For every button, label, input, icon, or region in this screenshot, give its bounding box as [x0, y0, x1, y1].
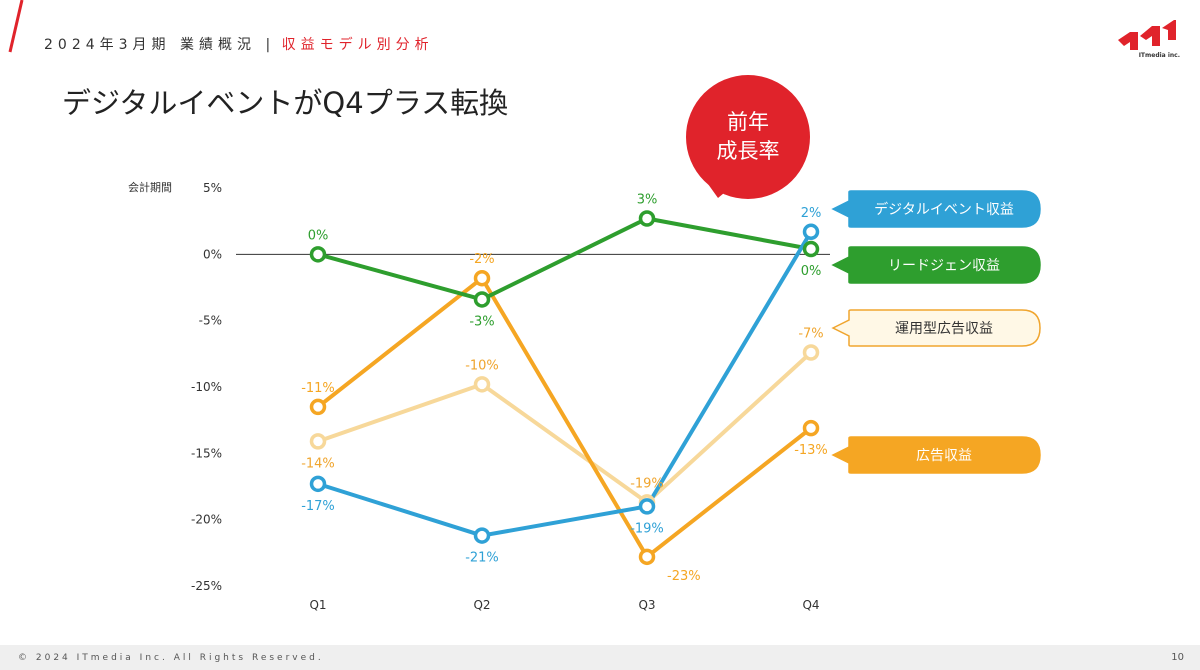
- data-label: -19%: [630, 476, 664, 491]
- legend-label: 運用型広告収益: [895, 321, 993, 337]
- y-tick-label: -15%: [191, 446, 222, 460]
- y-tick-label: -10%: [191, 380, 222, 394]
- legend-tag: [831, 190, 1041, 228]
- legend-label: デジタルイベント収益: [874, 201, 1014, 218]
- data-label: -10%: [465, 358, 499, 373]
- breadcrumb-separator: |: [265, 37, 273, 53]
- bubble-line2: 成長率: [717, 139, 780, 163]
- corner-accent-stripe: [8, 0, 24, 53]
- y-tick-label: -20%: [191, 513, 222, 527]
- breadcrumb-sub: 収益モデル別分析: [281, 37, 434, 53]
- legend-tag: [831, 309, 1041, 347]
- data-label: 2%: [801, 206, 822, 221]
- data-point: [802, 223, 820, 241]
- data-point: [638, 498, 656, 515]
- data-point: [473, 291, 491, 308]
- x-tick-label: Q3: [638, 598, 655, 612]
- data-label: -2%: [469, 252, 494, 267]
- data-label: 0%: [308, 228, 329, 243]
- data-label: 3%: [637, 193, 658, 208]
- data-label: -3%: [469, 314, 494, 329]
- page-number: 10: [1171, 652, 1184, 663]
- data-point: [638, 548, 656, 566]
- footer: © 2024 ITmedia Inc. All Rights Reserved.…: [0, 645, 1200, 670]
- copyright-text: © 2024 ITmedia Inc. All Rights Reserved.: [18, 653, 324, 663]
- y-tick-label: 5%: [203, 181, 222, 195]
- data-point: [309, 246, 327, 263]
- x-tick-label: Q1: [309, 598, 326, 612]
- breadcrumb: 2024年3月期 業績概況 | 収益モデル別分析: [44, 34, 434, 54]
- data-label: 0%: [801, 264, 822, 279]
- data-point: [802, 419, 820, 437]
- logo-text: ITmedia inc.: [1138, 52, 1180, 59]
- data-point: [473, 376, 491, 393]
- page-title: デジタルイベントがQ4プラス転換: [62, 86, 509, 120]
- data-label: -13%: [794, 443, 828, 458]
- data-point: [473, 269, 491, 287]
- data-label: -7%: [798, 327, 823, 342]
- x-tick-label: Q4: [802, 598, 819, 612]
- data-point: [802, 344, 820, 361]
- data-point: [638, 210, 656, 227]
- data-point: [473, 527, 491, 544]
- series-line: [317, 216, 812, 302]
- legend-tag: [831, 246, 1041, 284]
- y-tick-label: 0%: [203, 247, 222, 261]
- data-label: -23%: [667, 569, 701, 584]
- data-point: [309, 475, 327, 493]
- series-line: [317, 351, 813, 505]
- y-tick-label: -5%: [199, 314, 222, 328]
- data-label: -14%: [301, 456, 335, 471]
- data-point: [802, 240, 820, 258]
- legend-label: 広告収益: [916, 448, 972, 464]
- legend-tag: [831, 436, 1041, 474]
- y-axis-title: 会計期間: [128, 180, 172, 194]
- y-tick-label: -25%: [191, 579, 222, 593]
- data-point: [309, 433, 327, 450]
- itmedia-logo: [1118, 20, 1176, 50]
- breadcrumb-main: 2024年3月期 業績概況: [44, 37, 256, 53]
- data-label: -17%: [301, 499, 335, 514]
- series-line: [317, 230, 813, 538]
- data-label: -21%: [465, 551, 499, 566]
- growth-rate-bubble: [686, 75, 810, 199]
- data-label: -11%: [301, 381, 335, 396]
- x-tick-label: Q2: [473, 598, 490, 612]
- legend-label: リードジェン収益: [888, 258, 1000, 274]
- series-line: [316, 276, 813, 559]
- data-point: [309, 398, 327, 416]
- bubble-line1: 前年: [727, 110, 769, 134]
- data-label: -19%: [630, 521, 664, 536]
